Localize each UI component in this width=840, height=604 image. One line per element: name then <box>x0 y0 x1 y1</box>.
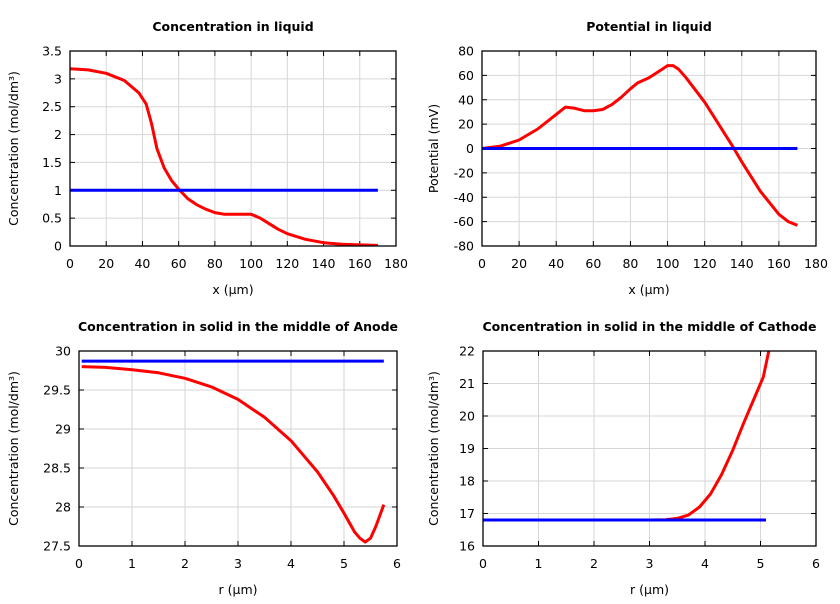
y-tick-label: -20 <box>454 165 474 180</box>
plot-frame <box>482 350 817 547</box>
y-tick-label: 60 <box>458 68 474 83</box>
series-line-red <box>483 351 771 522</box>
subplot-1: Concentration in liquid x (µm) Concentrati… <box>6 19 408 297</box>
x-axis-label: r (µm) <box>630 582 669 597</box>
y-tick-label: 21 <box>459 376 475 391</box>
x-tick-label: 100 <box>656 256 680 271</box>
x-tick-label: 1 <box>128 556 136 571</box>
x-tick-label: 5 <box>340 556 348 571</box>
y-tick-label: 20 <box>459 409 475 424</box>
chart-title: Concentration in solid in the middle of … <box>78 319 398 334</box>
x-tick-label: 0 <box>479 556 487 571</box>
subplot-2: Potential in liquid x (µm) Potential (mV) 0… <box>426 19 828 297</box>
y-tick-label: 22 <box>459 344 475 359</box>
x-tick-label: 180 <box>804 256 828 271</box>
y-tick-label: 19 <box>459 441 475 456</box>
y-tick-label: 17 <box>459 506 475 521</box>
chart-title: Potential in liquid <box>586 19 712 34</box>
y-tick-label: 18 <box>459 474 475 489</box>
x-tick-label: 120 <box>693 256 717 271</box>
y-tick-label: 0 <box>54 239 62 254</box>
x-tick-label: 3 <box>646 556 654 571</box>
y-tick-label: 2.5 <box>42 99 62 114</box>
x-axis-label: x (µm) <box>212 282 253 297</box>
x-tick-label: 100 <box>239 256 263 271</box>
x-tick-label: 60 <box>585 256 601 271</box>
y-tick-label: 29.5 <box>43 383 71 398</box>
x-tick-label: 40 <box>134 256 150 271</box>
y-tick-label: 1 <box>54 183 62 198</box>
subplot-4: Concentration in solid in the middle of … <box>426 319 820 597</box>
x-tick-label: 20 <box>511 256 527 271</box>
y-axis-label: Concentration (mol/dm³) <box>426 371 441 526</box>
series-line-red <box>482 64 798 227</box>
x-tick-label: 180 <box>384 256 408 271</box>
x-tick-label: 140 <box>730 256 754 271</box>
y-tick-label: 80 <box>458 44 474 59</box>
x-tick-label: 0 <box>66 256 74 271</box>
x-tick-label: 120 <box>275 256 299 271</box>
x-tick-label: 80 <box>207 256 223 271</box>
y-tick-label: 28.5 <box>43 461 71 476</box>
y-tick-label: 0.5 <box>42 211 62 226</box>
y-axis-label: Concentration (mol/dm³) <box>6 371 21 526</box>
y-tick-label: -60 <box>454 214 474 229</box>
y-tick-label: 28 <box>55 500 71 515</box>
y-tick-label: 40 <box>458 92 474 107</box>
subplot-3: Concentration in solid in the middle of … <box>6 319 401 597</box>
y-tick-label: 30 <box>55 344 71 359</box>
chart-title: Concentration in liquid <box>152 19 313 34</box>
plot-frame <box>481 50 817 247</box>
x-tick-label: 60 <box>171 256 187 271</box>
x-tick-label: 0 <box>75 556 83 571</box>
x-tick-label: 4 <box>701 556 709 571</box>
x-tick-label: 5 <box>757 556 765 571</box>
x-tick-label: 160 <box>348 256 372 271</box>
y-tick-label: 1.5 <box>42 155 62 170</box>
plot-frame <box>69 50 397 247</box>
x-axis-label: x (µm) <box>628 282 669 297</box>
y-tick-label: 20 <box>458 117 474 132</box>
x-tick-label: 2 <box>590 556 598 571</box>
x-tick-label: 40 <box>548 256 564 271</box>
y-tick-label: 3 <box>54 71 62 86</box>
y-axis-label: Concentration (mol/dm³) <box>6 71 21 226</box>
plot-frame <box>78 350 398 547</box>
y-tick-label: 2 <box>54 127 62 142</box>
y-tick-label: -80 <box>454 239 474 254</box>
y-axis-label: Potential (mV) <box>426 104 441 193</box>
series-line-red <box>81 365 386 544</box>
x-tick-label: 0 <box>478 256 486 271</box>
x-tick-label: 3 <box>234 556 242 571</box>
y-tick-label: 16 <box>459 539 475 554</box>
x-tick-label: 4 <box>287 556 295 571</box>
x-tick-label: 20 <box>98 256 114 271</box>
x-axis-label: r (µm) <box>219 582 258 597</box>
series-line-red <box>70 67 378 246</box>
y-tick-label: -40 <box>454 190 474 205</box>
x-tick-label: 140 <box>312 256 336 271</box>
x-tick-label: 80 <box>622 256 638 271</box>
x-tick-label: 160 <box>767 256 791 271</box>
y-tick-label: 27.5 <box>43 539 71 554</box>
chart-title: Concentration in solid in the middle of … <box>483 319 817 334</box>
x-tick-label: 6 <box>393 556 401 571</box>
x-tick-label: 6 <box>812 556 820 571</box>
x-tick-label: 2 <box>181 556 189 571</box>
y-tick-label: 29 <box>55 422 71 437</box>
x-tick-label: 1 <box>535 556 543 571</box>
y-tick-label: 0 <box>466 141 474 156</box>
y-tick-label: 3.5 <box>42 44 62 59</box>
